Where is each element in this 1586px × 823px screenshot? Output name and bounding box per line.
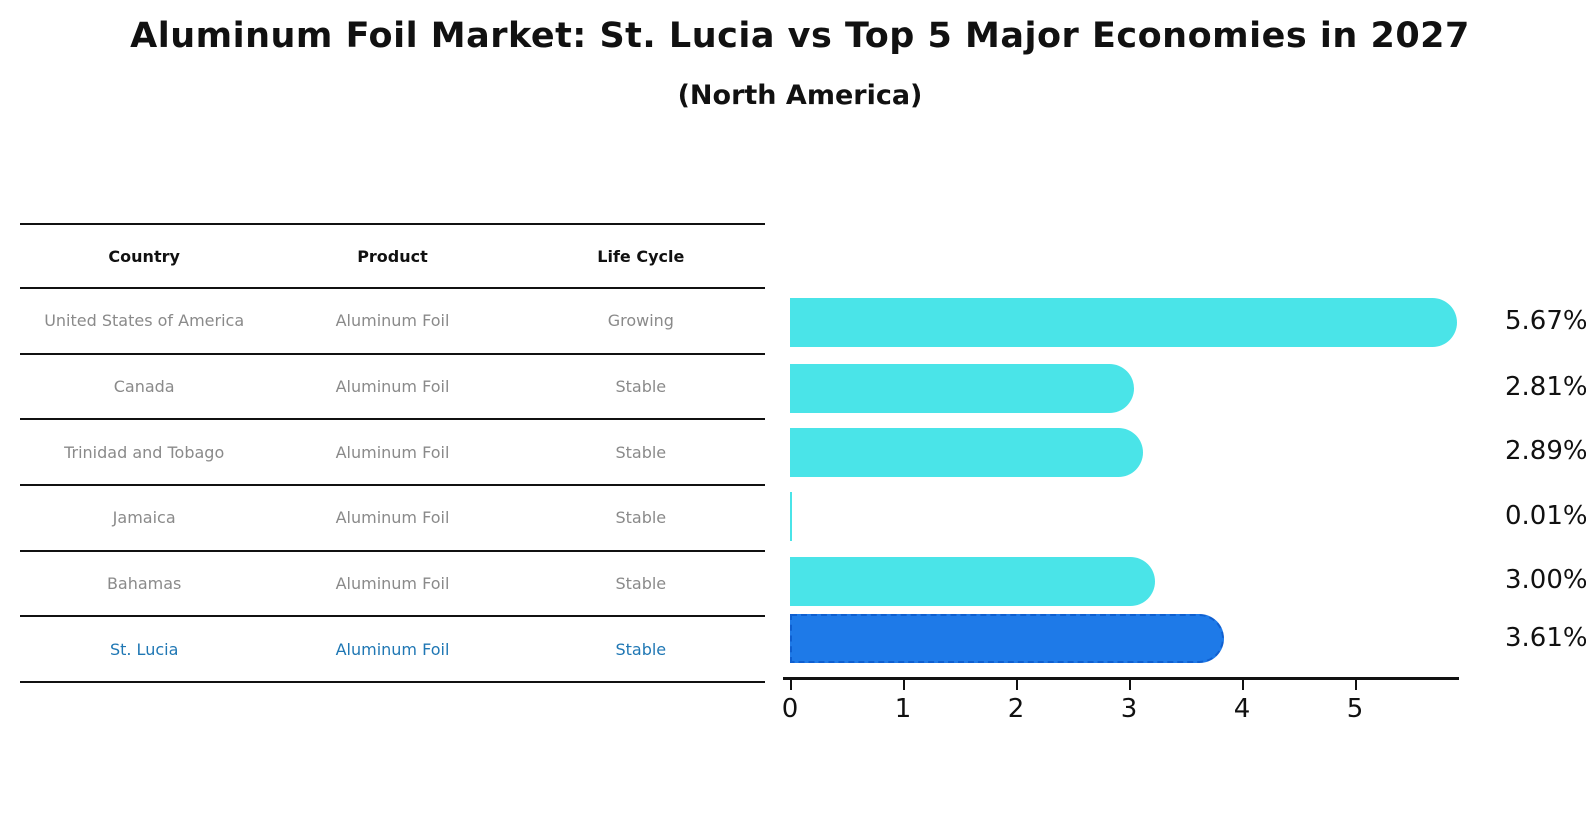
cell-product: Aluminum Foil — [335, 377, 450, 397]
cell-product: Aluminum Foil — [335, 574, 450, 594]
cell-country: Trinidad and Tobago — [64, 442, 225, 462]
x-axis-tick — [790, 680, 792, 690]
x-axis-tick — [1242, 680, 1244, 690]
cell-product: Aluminum Foil — [335, 311, 450, 331]
cell-life-cycle: Stable — [615, 508, 667, 528]
x-axis-tick-label: 0 — [781, 694, 799, 724]
cell-product: Aluminum Foil — [335, 508, 450, 528]
x-axis-tick — [903, 680, 905, 690]
x-axis-tick-label: 4 — [1233, 694, 1251, 724]
bar-united-states-of-america — [790, 297, 1457, 347]
bar-st-lucia — [790, 614, 1224, 663]
x-axis-tick-label: 3 — [1120, 694, 1138, 724]
bar-canada — [790, 363, 1134, 413]
bar-value-label: 2.89% — [1505, 436, 1586, 466]
cell-life-cycle: Stable — [615, 639, 667, 659]
x-axis-tick-label: 2 — [1007, 694, 1025, 724]
column-header-country: Country — [108, 246, 180, 266]
table-row: Trinidad and Tobago Aluminum Foil Stable — [20, 420, 765, 487]
bar-value-label: 3.61% — [1505, 622, 1586, 653]
column-header-product: Product — [357, 246, 428, 266]
x-axis-tick — [1355, 680, 1357, 690]
bar-value-label: 5.67% — [1505, 306, 1586, 336]
table-row: United States of America Aluminum Foil Gro… — [20, 289, 765, 355]
cell-country: Canada — [113, 377, 175, 397]
cell-life-cycle: Stable — [615, 574, 667, 594]
table-row: St. Lucia Aluminum Foil Stable — [20, 617, 765, 684]
table-header-row: Country Product Life Cycle — [20, 223, 765, 289]
cell-country: St. Lucia — [109, 639, 179, 659]
bar-bahamas — [790, 556, 1155, 606]
x-axis-tick — [1016, 680, 1018, 690]
cell-life-cycle: Growing — [607, 311, 674, 331]
table-body: United States of America Aluminum Foil Gro… — [20, 289, 765, 684]
column-header-life-cycle: Life Cycle — [597, 246, 685, 266]
cell-life-cycle: Stable — [615, 377, 667, 397]
cell-country: Bahamas — [106, 574, 182, 594]
table-row: Jamaica Aluminum Foil Stable — [20, 486, 765, 552]
x-axis-line — [783, 677, 1459, 680]
cell-product: Aluminum Foil — [335, 639, 450, 659]
bar-jamaica — [790, 492, 792, 541]
cell-product: Aluminum Foil — [335, 442, 450, 462]
bar-value-label: 0.01% — [1505, 500, 1586, 531]
table-row: Canada Aluminum Foil Stable — [20, 355, 765, 421]
table-row: Bahamas Aluminum Foil Stable — [20, 552, 765, 618]
page-subtitle: (North America) — [677, 80, 923, 111]
x-axis-tick-label: 5 — [1346, 694, 1364, 724]
x-axis-tick — [1129, 680, 1131, 690]
cell-life-cycle: Stable — [615, 442, 667, 462]
country-table: Country Product Life Cycle United States… — [20, 223, 765, 684]
cell-country: United States of America — [44, 311, 245, 331]
cell-country: Jamaica — [112, 508, 176, 528]
x-axis-tick-label: 1 — [894, 694, 912, 724]
bar-value-label: 2.81% — [1505, 372, 1586, 402]
bar-value-label: 3.00% — [1505, 565, 1586, 595]
page-title: Aluminum Foil Market: St. Lucia vs Top 5… — [130, 16, 1470, 56]
bar-trinidad-and-tobago — [790, 427, 1143, 477]
